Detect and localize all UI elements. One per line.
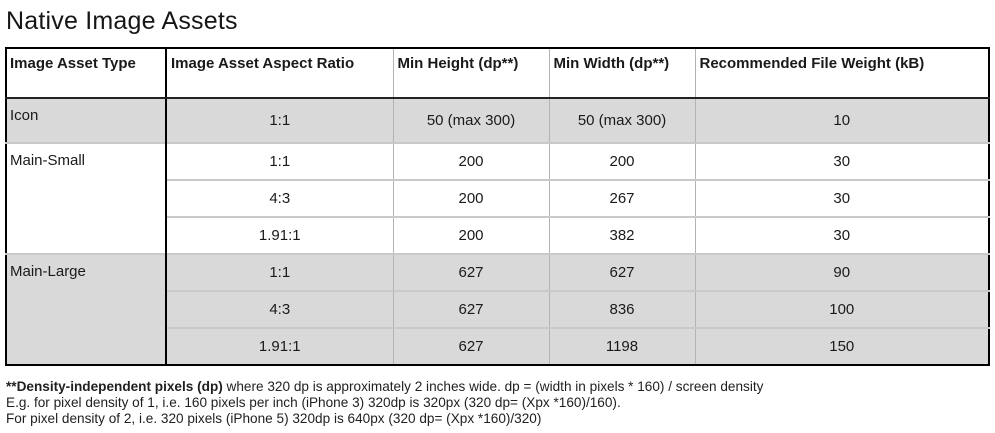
table-row: 1.91:1 627 1198 150 — [6, 327, 989, 365]
min-height-cell: 200 — [392, 216, 549, 254]
min-width-cell: 836 — [548, 290, 695, 328]
aspect-ratio-cell: 1:1 — [165, 253, 393, 291]
aspect-ratio-cell: 1:1 — [165, 142, 393, 180]
min-width-cell: 627 — [548, 253, 695, 291]
footnote-line-1: **Density-independent pixels (dp) where … — [6, 379, 991, 395]
min-width-cell: 200 — [548, 142, 695, 180]
aspect-ratio-cell: 1.91:1 — [165, 327, 393, 365]
file-weight-cell: 150 — [694, 327, 989, 365]
file-weight-cell: 100 — [694, 290, 989, 328]
file-weight-cell: 30 — [694, 216, 989, 254]
table-row: Main-Large 1:1 627 627 90 — [6, 253, 989, 365]
page-title: Native Image Assets — [6, 7, 238, 35]
table-header: Image Asset Type Image Asset Aspect Rati… — [6, 48, 989, 99]
file-weight-cell: 30 — [694, 142, 989, 180]
min-height-cell: 627 — [392, 290, 549, 328]
min-width-cell: 50 (max 300) — [548, 97, 695, 143]
file-weight-cell: 90 — [694, 253, 989, 291]
aspect-ratio-cell: 4:3 — [165, 290, 393, 328]
table-row: 4:3 627 836 100 — [6, 290, 989, 328]
min-width-cell: 382 — [548, 216, 695, 254]
table-row: 1.91:1 200 382 30 — [6, 216, 989, 254]
min-height-cell: 627 — [392, 253, 549, 291]
min-height-cell: 627 — [392, 327, 549, 365]
aspect-ratio-cell: 1.91:1 — [165, 216, 393, 254]
min-width-cell: 1198 — [548, 327, 695, 365]
asset-type-cell: Main-Small — [6, 142, 167, 254]
asset-type-cell: Main-Large — [6, 253, 167, 365]
header-row: Image Asset Type Image Asset Aspect Rati… — [6, 48, 989, 99]
footnote-line-2: E.g. for pixel density of 1, i.e. 160 pi… — [6, 395, 621, 410]
min-height-cell: 200 — [392, 142, 549, 180]
column-header-asset-type: Image Asset Type — [6, 48, 167, 99]
min-height-cell: 50 (max 300) — [392, 97, 549, 143]
native-image-assets-table: Image Asset Type Image Asset Aspect Rati… — [5, 47, 990, 366]
file-weight-cell: 10 — [694, 97, 989, 143]
column-header-min-height: Min Height (dp**) — [392, 48, 549, 99]
column-header-min-width: Min Width (dp**) — [548, 48, 695, 99]
file-weight-cell: 30 — [694, 179, 989, 217]
footnote-dp-definition-rest: where 320 dp is approximately 2 inches w… — [222, 379, 764, 394]
aspect-ratio-cell: 1:1 — [165, 97, 393, 143]
footnote-line-3: For pixel density of 2, i.e. 320 pixels … — [6, 411, 542, 426]
table-row: 4:3 200 267 30 — [6, 179, 989, 217]
footnote-dp-definition-bold: **Density-independent pixels (dp) — [6, 379, 223, 394]
min-width-cell: 267 — [548, 179, 695, 217]
footnote: **Density-independent pixels (dp) where … — [6, 379, 991, 427]
aspect-ratio-cell: 4:3 — [165, 179, 393, 217]
table-row: Icon 1:1 50 (max 300) 50 (max 300) 10 — [6, 97, 989, 143]
table-row: Main-Small 1:1 200 200 30 — [6, 142, 989, 254]
min-height-cell: 200 — [392, 179, 549, 217]
column-header-aspect-ratio: Image Asset Aspect Ratio — [165, 48, 393, 99]
asset-type-cell: Icon — [6, 97, 167, 143]
asset-table-body: Icon 1:1 50 (max 300) 50 (max 300) 10 Main-Sm… — [6, 97, 989, 365]
column-header-file-weight: Recommended File Weight (kB) — [694, 48, 989, 99]
